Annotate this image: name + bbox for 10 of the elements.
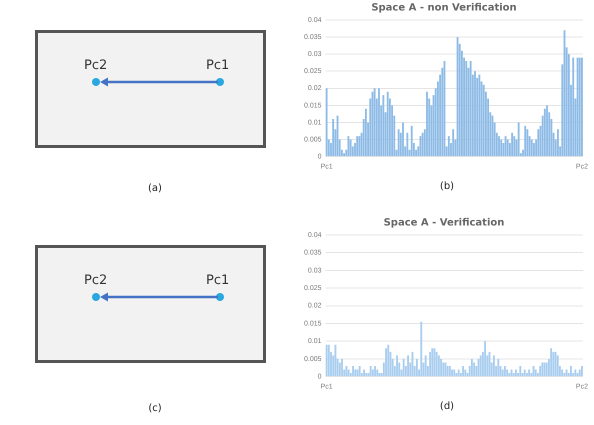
- text: Pc2: [84, 58, 108, 73]
- text: Pc1: [206, 58, 230, 73]
- chart-title: Space A - Verification: [384, 218, 504, 229]
- text: Pc2: [84, 273, 108, 288]
- text: (d): [438, 401, 456, 412]
- chart-title: Space A - non Verification: [371, 2, 517, 14]
- text: Pc1: [206, 273, 230, 288]
- text: (a): [147, 183, 163, 194]
- text: (c): [147, 403, 163, 414]
- text: (b): [438, 181, 456, 192]
